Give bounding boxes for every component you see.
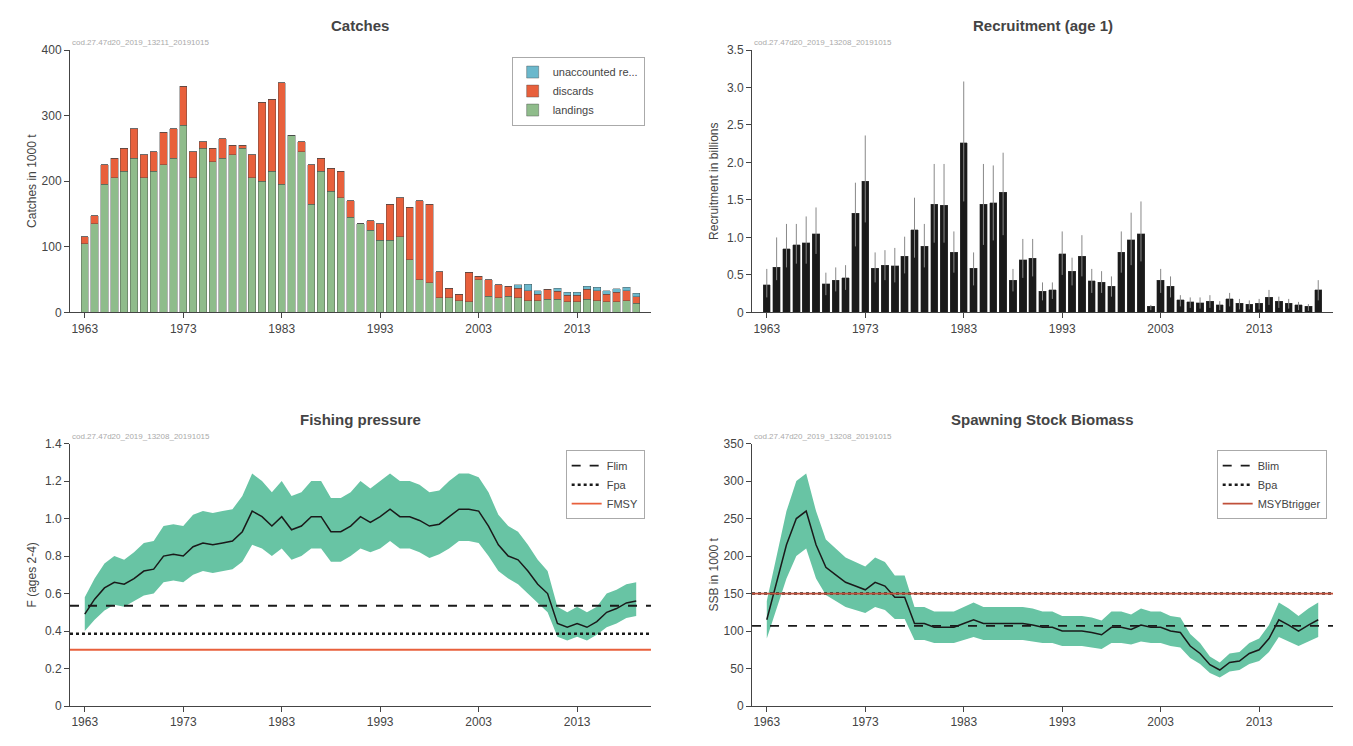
svg-text:0.5: 0.5 (727, 268, 744, 282)
svg-text:Bpa: Bpa (1258, 479, 1278, 491)
svg-text:0: 0 (737, 699, 744, 713)
svg-text:1993: 1993 (367, 715, 394, 729)
svg-text:0.2: 0.2 (45, 662, 62, 676)
svg-text:unaccounted re...: unaccounted re... (553, 66, 638, 78)
svg-text:SSB in 1000 t: SSB in 1000 t (707, 537, 721, 611)
svg-text:1973: 1973 (852, 715, 879, 729)
svg-text:2013: 2013 (1246, 715, 1273, 729)
svg-text:1983: 1983 (950, 715, 977, 729)
svg-text:0.8: 0.8 (45, 549, 62, 563)
svg-text:cod.27.47d20_2019_13208_201910: cod.27.47d20_2019_13208_20191015 (754, 38, 892, 47)
svg-text:Flim: Flim (607, 460, 628, 472)
svg-text:2013: 2013 (564, 322, 591, 336)
svg-text:cod.27.47d20_2019_13208_201910: cod.27.47d20_2019_13208_20191015 (754, 432, 892, 441)
svg-text:2.0: 2.0 (727, 156, 744, 170)
svg-text:2003: 2003 (465, 715, 492, 729)
svg-text:300: 300 (42, 109, 62, 123)
svg-text:1.5: 1.5 (727, 193, 744, 207)
svg-text:250: 250 (724, 512, 744, 526)
svg-text:landings: landings (553, 104, 594, 116)
svg-text:350: 350 (724, 437, 744, 451)
svg-text:cod.27.47d20_2019_13211_201910: cod.27.47d20_2019_13211_20191015 (72, 38, 209, 47)
svg-text:2003: 2003 (1147, 322, 1174, 336)
svg-text:0: 0 (737, 306, 744, 320)
svg-text:Catches: Catches (331, 17, 389, 34)
svg-text:Catches in 1000 t: Catches in 1000 t (25, 134, 39, 228)
svg-text:1983: 1983 (950, 322, 977, 336)
svg-text:50: 50 (730, 662, 744, 676)
svg-text:300: 300 (724, 474, 744, 488)
svg-text:0.4: 0.4 (45, 624, 62, 638)
svg-text:3.0: 3.0 (727, 81, 744, 95)
svg-text:Spawning Stock Biomass: Spawning Stock Biomass (951, 411, 1134, 428)
svg-text:1993: 1993 (1049, 322, 1076, 336)
svg-text:2.5: 2.5 (727, 118, 744, 132)
svg-text:0.6: 0.6 (45, 587, 62, 601)
svg-text:1.4: 1.4 (45, 437, 62, 451)
svg-text:Blim: Blim (1258, 460, 1279, 472)
svg-text:F (ages 2-4): F (ages 2-4) (25, 542, 39, 607)
svg-text:discards: discards (553, 85, 594, 97)
svg-text:MSYBtrigger: MSYBtrigger (1258, 498, 1321, 510)
svg-text:1993: 1993 (367, 322, 394, 336)
svg-text:1993: 1993 (1049, 715, 1076, 729)
svg-text:1973: 1973 (852, 322, 879, 336)
svg-text:2003: 2003 (465, 322, 492, 336)
svg-text:1973: 1973 (170, 322, 197, 336)
svg-text:FMSY: FMSY (607, 498, 638, 510)
svg-text:2013: 2013 (1246, 322, 1273, 336)
svg-text:1963: 1963 (753, 715, 780, 729)
svg-text:100: 100 (724, 624, 744, 638)
svg-text:1.0: 1.0 (727, 231, 744, 245)
svg-text:0: 0 (55, 699, 62, 713)
svg-text:150: 150 (724, 587, 744, 601)
svg-text:Fpa: Fpa (607, 479, 627, 491)
svg-text:1973: 1973 (170, 715, 197, 729)
svg-text:0: 0 (55, 306, 62, 320)
svg-text:Recruitment in billions: Recruitment in billions (707, 123, 721, 240)
svg-text:1.2: 1.2 (45, 474, 62, 488)
svg-text:Recruitment (age 1): Recruitment (age 1) (973, 17, 1113, 34)
svg-text:2013: 2013 (564, 715, 591, 729)
svg-text:1963: 1963 (753, 322, 780, 336)
svg-text:200: 200 (724, 549, 744, 563)
svg-text:1983: 1983 (268, 322, 295, 336)
svg-text:100: 100 (42, 240, 62, 254)
svg-text:2003: 2003 (1147, 715, 1174, 729)
svg-text:1963: 1963 (71, 715, 98, 729)
svg-text:1983: 1983 (268, 715, 295, 729)
svg-text:3.5: 3.5 (727, 43, 744, 57)
svg-text:400: 400 (42, 43, 62, 57)
svg-text:cod.27.47d20_2019_13208_201910: cod.27.47d20_2019_13208_20191015 (72, 432, 210, 441)
svg-text:1.0: 1.0 (45, 512, 62, 526)
svg-text:1963: 1963 (71, 322, 98, 336)
svg-text:200: 200 (42, 174, 62, 188)
svg-text:Fishing pressure: Fishing pressure (300, 411, 421, 428)
